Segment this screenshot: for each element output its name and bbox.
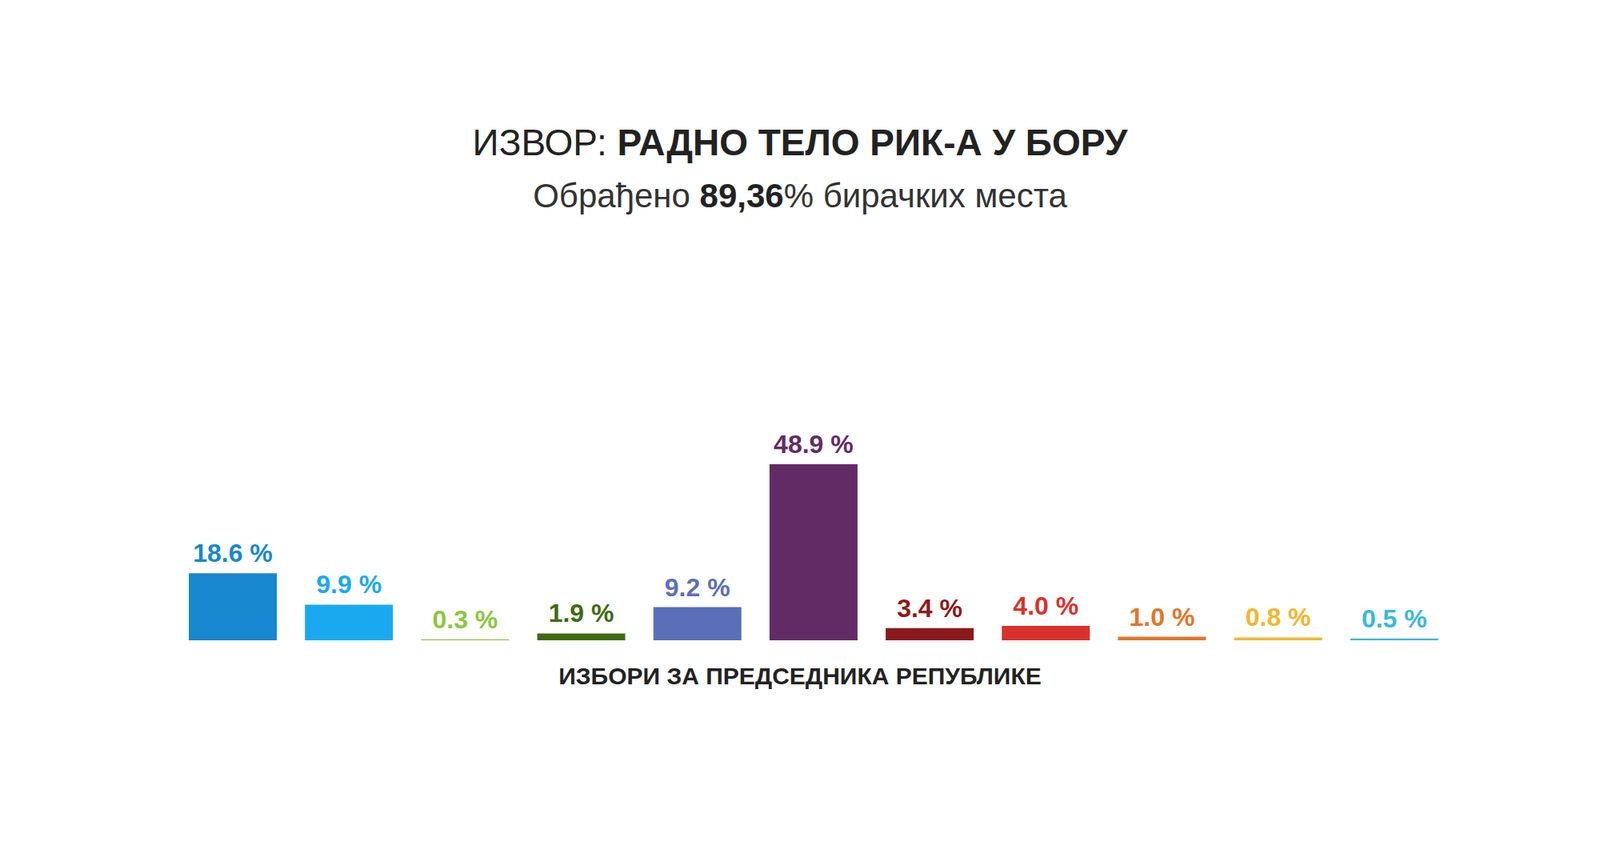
svg-text:1.0 %: 1.0 % (1129, 602, 1196, 632)
svg-text:1.9 %: 1.9 % (548, 598, 615, 628)
svg-text:0.3 %: 0.3 % (432, 604, 498, 634)
svg-text:0.8 %: 0.8 % (1245, 602, 1312, 632)
svg-text:9.9 %: 9.9 % (316, 569, 382, 599)
html-text:ИЗВОР: РАДНО ТЕЛО РИК-А У БОРУ: ИЗВОР: РАДНО ТЕЛО РИК-А У БОРУ (472, 121, 1128, 164)
svg-text:4.0 %: 4.0 % (1012, 591, 1079, 620)
html-text:ИЗБОРИ ЗА ПРЕДСЕДНИКА РЕПУБЛИК: ИЗБОРИ ЗА ПРЕДСЕДНИКА РЕПУБЛИКЕ (558, 662, 1042, 689)
svg-text:18.6 %: 18.6 % (192, 538, 273, 568)
svg-text:0.5 %: 0.5 % (1361, 604, 1428, 633)
svg-text:9.2 %: 9.2 % (664, 572, 731, 602)
html-text:Обрађено 89,36% бирачких места: Обрађено 89,36% бирачких места (532, 176, 1068, 215)
svg-text:48.9 %: 48.9 % (773, 429, 854, 459)
svg-text:3.4 %: 3.4 % (896, 593, 963, 623)
